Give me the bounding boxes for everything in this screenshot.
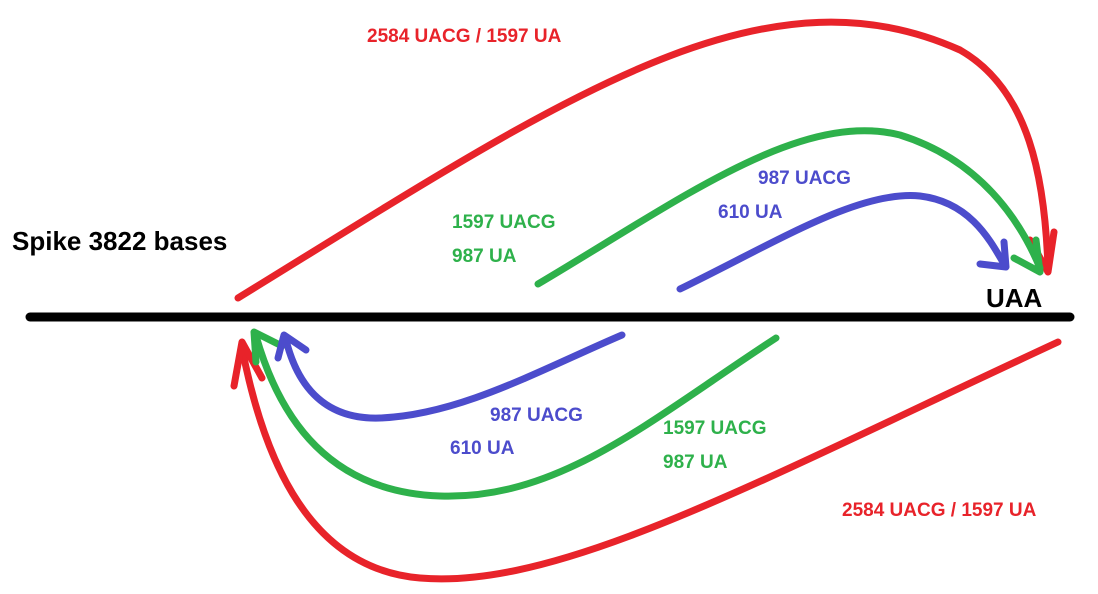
- top-red-arrow: [234, 18, 1052, 302]
- top-blue-arrowhead-icon: [976, 238, 1010, 271]
- bottom-red-arrow: [238, 338, 1062, 583]
- top-red-label: 2584 UACG / 1597 UA: [367, 26, 562, 47]
- top-blue-arrow: [676, 192, 1008, 293]
- top-blue-label-line2: 610 UA: [718, 202, 783, 223]
- bottom-red-label: 2584 UACG / 1597 UA: [842, 500, 1037, 521]
- bottom-blue-arrowhead-icon: [274, 331, 310, 362]
- bottom-green-label-line1: 1597 UACG: [663, 418, 767, 439]
- top-green-label-line1: 1597 UACG: [452, 212, 556, 233]
- top-green-arrowhead-icon: [1010, 236, 1044, 276]
- bottom-blue-label-line1: 987 UACG: [490, 405, 583, 426]
- bottom-green-label-line2: 987 UA: [663, 452, 728, 473]
- top-green-arrow: [534, 127, 1044, 288]
- top-green-label-line2: 987 UA: [452, 246, 517, 267]
- bottom-green-arrowhead-icon: [250, 328, 286, 366]
- top-blue-label-line1: 987 UACG: [758, 168, 851, 189]
- diagram-title: Spike 3822 bases: [12, 226, 228, 256]
- bottom-green-arrow: [252, 332, 780, 500]
- bottom-blue-label-line2: 610 UA: [450, 438, 515, 459]
- bottom-blue-arrow: [282, 331, 626, 422]
- stop-codon-label: UAA: [986, 283, 1043, 313]
- bottom-red-arrowhead-icon: [230, 338, 266, 390]
